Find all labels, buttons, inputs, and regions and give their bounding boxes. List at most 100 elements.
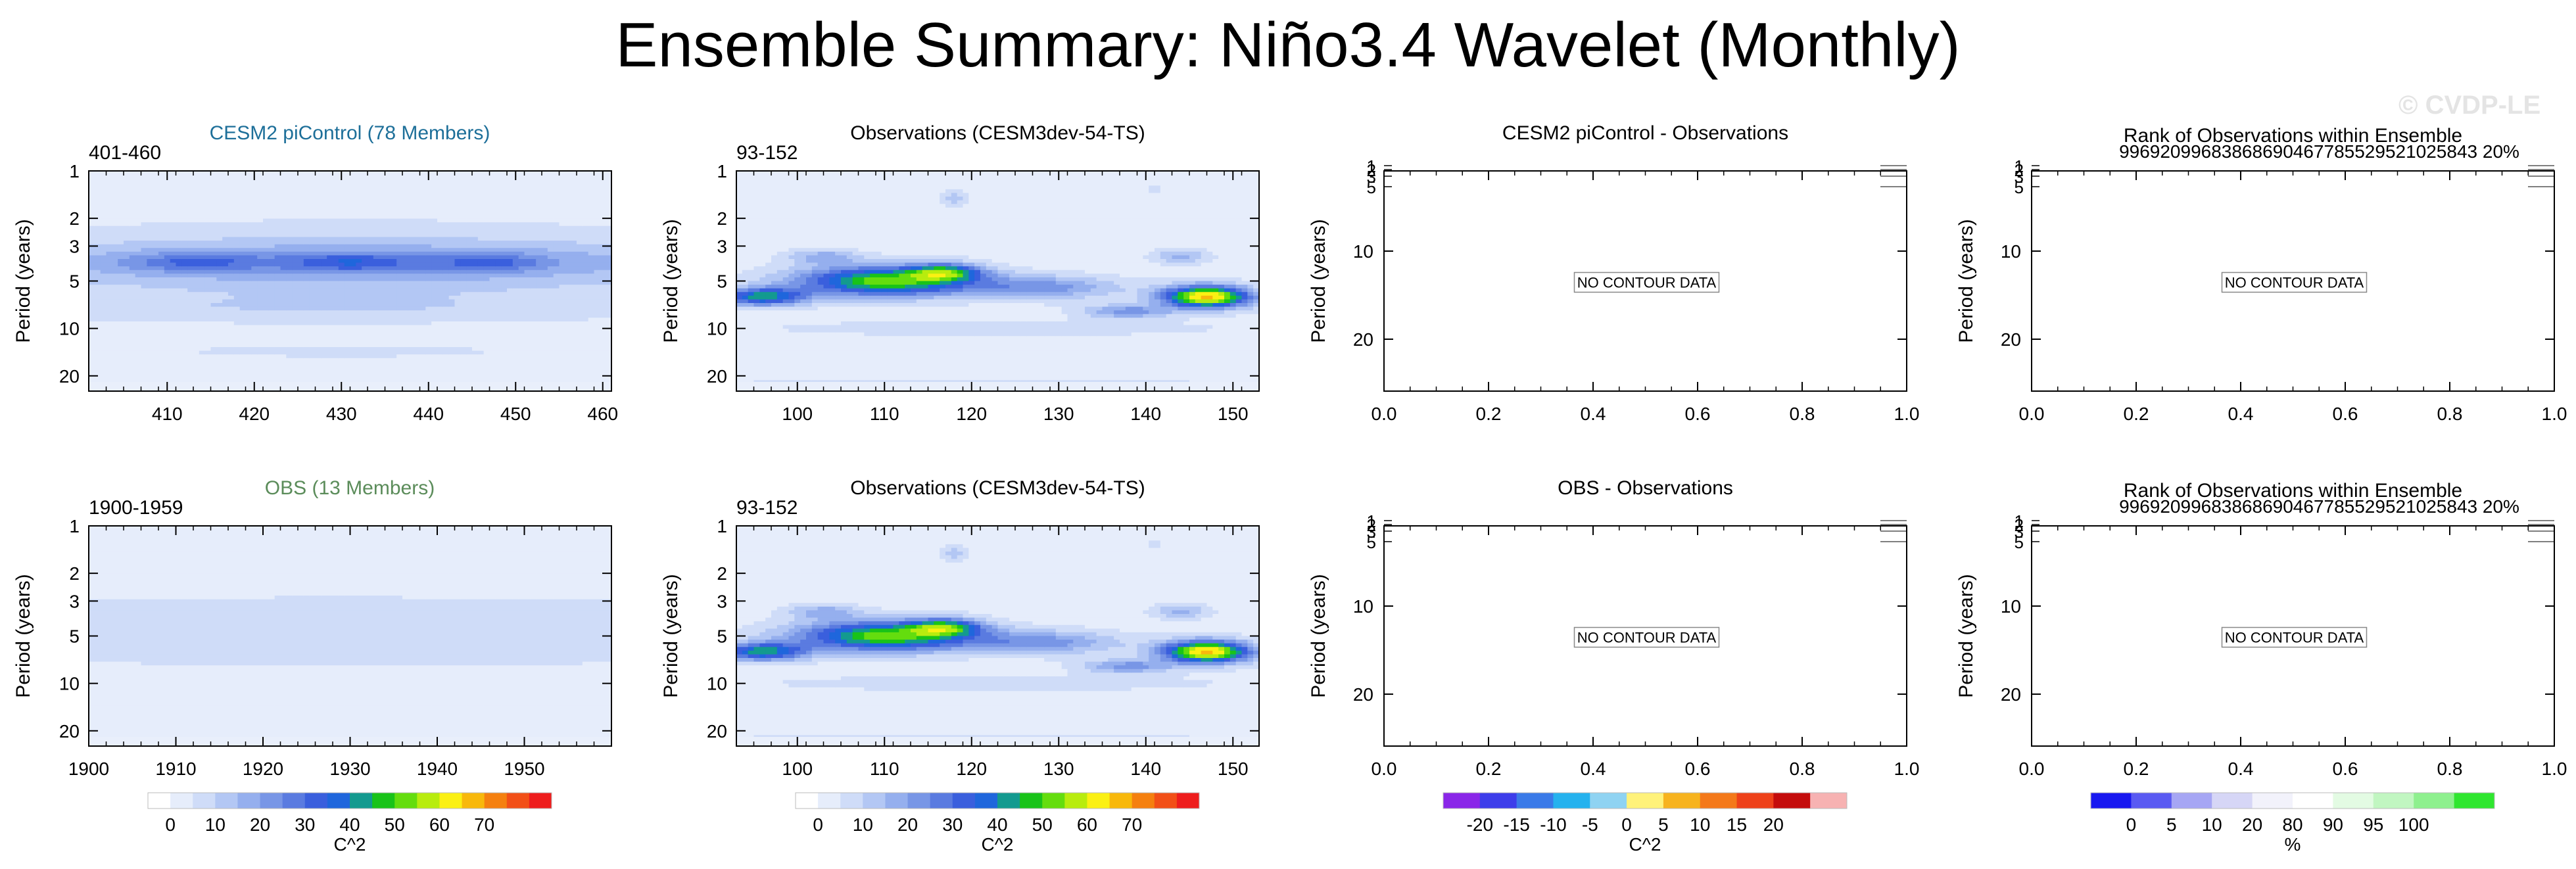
heatmap-cell	[373, 336, 380, 341]
heatmap-cell	[309, 193, 316, 197]
heatmap-cell	[100, 354, 107, 359]
heatmap-cell	[153, 303, 159, 308]
heatmap-cell	[536, 373, 542, 377]
heatmap-cell	[164, 295, 171, 300]
heatmap-cell	[542, 369, 548, 373]
heatmap-cell	[222, 193, 229, 197]
heatmap-cell	[181, 204, 188, 208]
heatmap-cell	[501, 251, 508, 256]
heatmap-cell	[338, 303, 345, 308]
heatmap-cell	[286, 299, 293, 304]
heatmap-cell	[559, 369, 565, 373]
heatmap-cell	[321, 358, 327, 362]
heatmap-cell	[303, 197, 310, 201]
heatmap-cell	[251, 281, 258, 285]
heatmap-cell	[344, 178, 351, 183]
heatmap-cell	[176, 218, 182, 223]
heatmap-cell	[112, 299, 118, 304]
heatmap-cell	[414, 369, 421, 373]
heatmap-cell	[216, 273, 223, 278]
heatmap-cell	[419, 295, 426, 300]
heatmap-cell	[164, 193, 171, 197]
heatmap-cell	[147, 189, 153, 194]
heatmap-cell	[100, 362, 107, 366]
heatmap-cell	[303, 314, 310, 318]
heatmap-cell	[507, 174, 513, 179]
heatmap-cell	[124, 317, 130, 322]
heatmap-cell	[309, 211, 316, 216]
heatmap-cell	[472, 244, 479, 248]
heatmap-cell	[518, 255, 525, 260]
heatmap-cell	[245, 347, 252, 352]
heatmap-cell	[135, 218, 142, 223]
heatmap-cell	[233, 332, 241, 337]
heatmap-cell	[542, 259, 548, 264]
heatmap-cell	[489, 200, 496, 204]
heatmap-cell	[483, 347, 490, 352]
heatmap-cell	[408, 314, 415, 318]
heatmap-cell	[414, 336, 421, 341]
heatmap-cell	[466, 225, 473, 230]
heatmap-cell	[181, 336, 188, 341]
heatmap-cell	[216, 270, 223, 274]
heatmap-cell	[153, 259, 159, 264]
heatmap-cell	[274, 277, 281, 282]
heatmap-cell	[204, 376, 212, 381]
heatmap-cell	[437, 262, 444, 267]
heatmap-cell	[559, 329, 565, 333]
heatmap-cell	[460, 281, 467, 285]
heatmap-cell	[170, 339, 177, 344]
heatmap-cell	[565, 336, 571, 341]
heatmap-cell	[518, 225, 525, 230]
heatmap-cell	[396, 262, 403, 267]
heatmap-cell	[153, 204, 159, 208]
heatmap-cell	[571, 197, 577, 201]
heatmap-cell	[425, 222, 432, 227]
heatmap-cell	[170, 350, 177, 355]
heatmap-cell	[391, 193, 397, 197]
heatmap-cell	[309, 178, 316, 183]
heatmap-cell	[181, 292, 188, 296]
heatmap-cell	[187, 277, 194, 282]
heatmap-cell	[553, 332, 560, 337]
heatmap-cell	[524, 255, 531, 260]
heatmap-cell	[292, 354, 298, 359]
heatmap-cell	[368, 193, 374, 197]
heatmap-cell	[379, 347, 386, 352]
heatmap-cell	[106, 354, 112, 359]
heatmap-cell	[472, 314, 479, 318]
heatmap-cell	[419, 273, 426, 278]
heatmap-cell	[286, 376, 293, 381]
heatmap-cell	[356, 310, 362, 315]
heatmap-cell	[391, 255, 397, 260]
heatmap-cell	[477, 207, 485, 212]
heatmap-cell	[466, 171, 473, 176]
heatmap-cell	[489, 197, 496, 201]
heatmap-cell	[112, 281, 118, 285]
heatmap-cell	[338, 299, 345, 304]
heatmap-cell	[542, 270, 548, 274]
heatmap-cell	[483, 303, 490, 308]
heatmap-cell	[472, 248, 479, 252]
heatmap-cell	[112, 373, 118, 377]
heatmap-cell	[222, 310, 229, 315]
heatmap-cell	[222, 266, 229, 271]
heatmap-cell	[338, 332, 345, 337]
heatmap-cell	[222, 299, 229, 304]
heatmap-cell	[327, 193, 333, 197]
heatmap-cell	[362, 211, 368, 216]
heatmap-cell	[530, 241, 537, 245]
heatmap-cell	[263, 178, 270, 183]
heatmap-cell	[135, 281, 142, 285]
heatmap-cell	[274, 248, 281, 252]
heatmap-cell	[483, 376, 490, 381]
heatmap-cell	[263, 218, 270, 223]
heatmap-cell	[431, 358, 438, 362]
heatmap-cell	[280, 317, 287, 322]
heatmap-cell	[356, 358, 362, 362]
heatmap-cell	[100, 215, 107, 220]
heatmap-cell	[524, 336, 531, 341]
heatmap-cell	[181, 295, 188, 300]
heatmap-cell	[286, 225, 293, 230]
heatmap-cell	[489, 178, 496, 183]
